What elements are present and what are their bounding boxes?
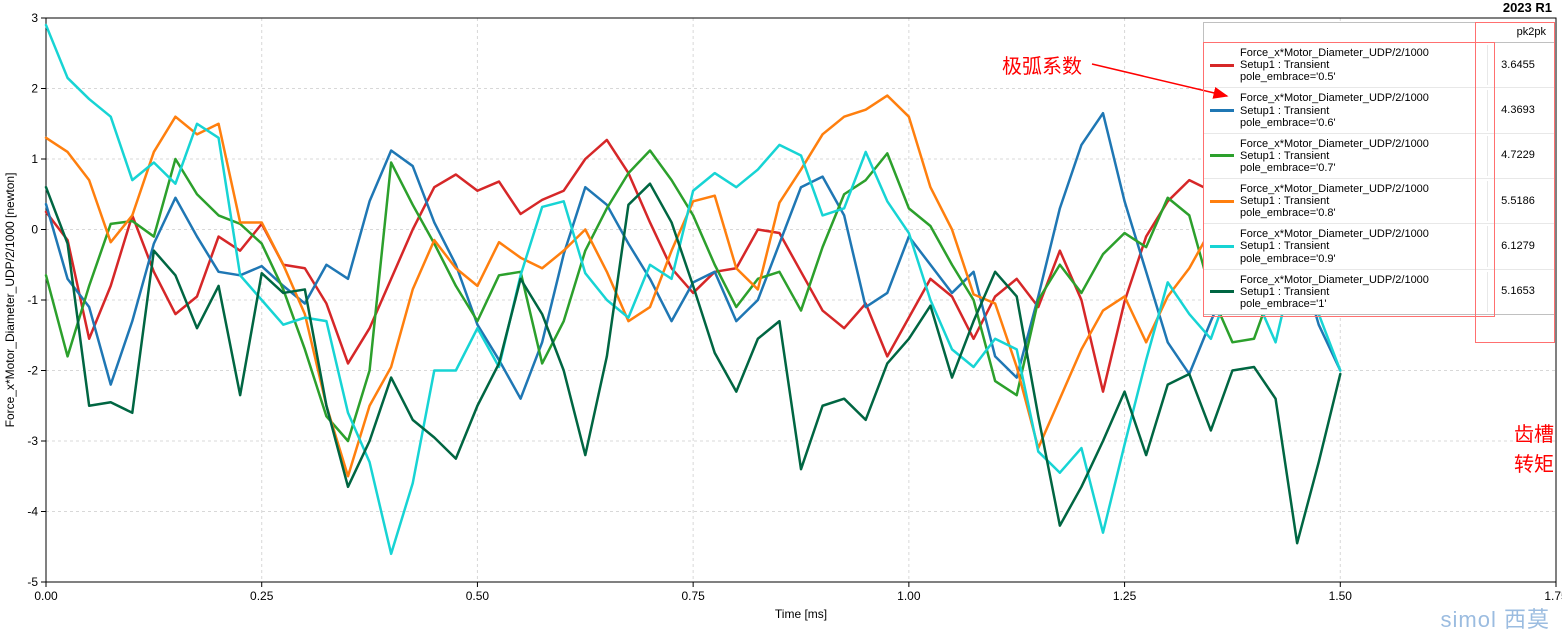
- version-label: 2023 R1: [1503, 0, 1552, 15]
- svg-text:-3: -3: [27, 434, 38, 448]
- annotation-pole-arc: 极弧系数: [1002, 50, 1082, 79]
- svg-text:-5: -5: [27, 575, 38, 589]
- svg-text:1: 1: [31, 152, 38, 166]
- legend-series-label: Force_x*Motor_Diameter_UDP/2/1000 Setup1…: [1240, 136, 1487, 176]
- legend-box: pk2pk Force_x*Motor_Diameter_UDP/2/1000 …: [1203, 22, 1555, 315]
- watermark: simol 西莫: [1441, 602, 1550, 634]
- legend-series-label: Force_x*Motor_Diameter_UDP/2/1000 Setup1…: [1240, 90, 1487, 130]
- legend-series-label: Force_x*Motor_Diameter_UDP/2/1000 Setup1…: [1240, 45, 1487, 85]
- svg-text:-1: -1: [27, 293, 38, 307]
- legend-row: Force_x*Motor_Diameter_UDP/2/1000 Setup1…: [1204, 43, 1554, 88]
- svg-text:Force_x*Motor_Diameter_UDP/2/1: Force_x*Motor_Diameter_UDP/2/1000 [newto…: [3, 173, 17, 428]
- legend-pk2pk-value: 3.6455: [1487, 45, 1548, 85]
- legend-pk2pk-value: 5.1653: [1487, 272, 1548, 312]
- legend-pk2pk-value: 6.1279: [1487, 226, 1548, 266]
- legend-header-text: pk2pk: [1517, 26, 1546, 38]
- legend-swatch: [1210, 245, 1234, 248]
- annotation-side-line2: 转矩: [1514, 450, 1554, 480]
- svg-text:-4: -4: [27, 505, 38, 519]
- legend-row: Force_x*Motor_Diameter_UDP/2/1000 Setup1…: [1204, 88, 1554, 133]
- annotation-pole-arc-text: 极弧系数: [1002, 56, 1082, 78]
- legend-series-label: Force_x*Motor_Diameter_UDP/2/1000 Setup1…: [1240, 226, 1487, 266]
- legend-row: Force_x*Motor_Diameter_UDP/2/1000 Setup1…: [1204, 134, 1554, 179]
- svg-text:1.75: 1.75: [1544, 589, 1562, 603]
- legend-pk2pk-value: 4.3693: [1487, 90, 1548, 130]
- svg-text:-2: -2: [27, 364, 38, 378]
- svg-text:Time [ms]: Time [ms]: [775, 607, 827, 621]
- legend-swatch: [1210, 64, 1234, 67]
- legend-pk2pk-value: 4.7229: [1487, 136, 1548, 176]
- legend-series-label: Force_x*Motor_Diameter_UDP/2/1000 Setup1…: [1240, 181, 1487, 221]
- legend-series-label: Force_x*Motor_Diameter_UDP/2/1000 Setup1…: [1240, 272, 1487, 312]
- legend-pk2pk-value: 5.5186: [1487, 181, 1548, 221]
- legend-swatch: [1210, 200, 1234, 203]
- legend-swatch: [1210, 290, 1234, 293]
- chart-container: 0.00 0.25 0.50 0.75 1.00 1.25 1.50 1.75 -5 -4 -3 -2…: [0, 0, 1562, 638]
- legend-swatch: [1210, 154, 1234, 157]
- svg-text:0.75: 0.75: [681, 589, 705, 603]
- legend-row: Force_x*Motor_Diameter_UDP/2/1000 Setup1…: [1204, 224, 1554, 269]
- svg-text:1.25: 1.25: [1113, 589, 1137, 603]
- svg-text:2: 2: [31, 82, 38, 96]
- annotation-side-line1: 齿槽: [1514, 420, 1554, 450]
- svg-text:0.25: 0.25: [250, 589, 274, 603]
- legend-swatch: [1210, 109, 1234, 112]
- svg-text:1.00: 1.00: [897, 589, 921, 603]
- svg-text:0: 0: [31, 223, 38, 237]
- annotation-cogging-torque: 齿槽 转矩: [1514, 420, 1554, 480]
- svg-text:3: 3: [31, 11, 38, 25]
- svg-text:0.50: 0.50: [466, 589, 490, 603]
- svg-text:1.50: 1.50: [1329, 589, 1353, 603]
- legend-row: Force_x*Motor_Diameter_UDP/2/1000 Setup1…: [1204, 270, 1554, 314]
- svg-text:0.00: 0.00: [34, 589, 58, 603]
- legend-row: Force_x*Motor_Diameter_UDP/2/1000 Setup1…: [1204, 179, 1554, 224]
- legend-header: pk2pk: [1204, 23, 1554, 43]
